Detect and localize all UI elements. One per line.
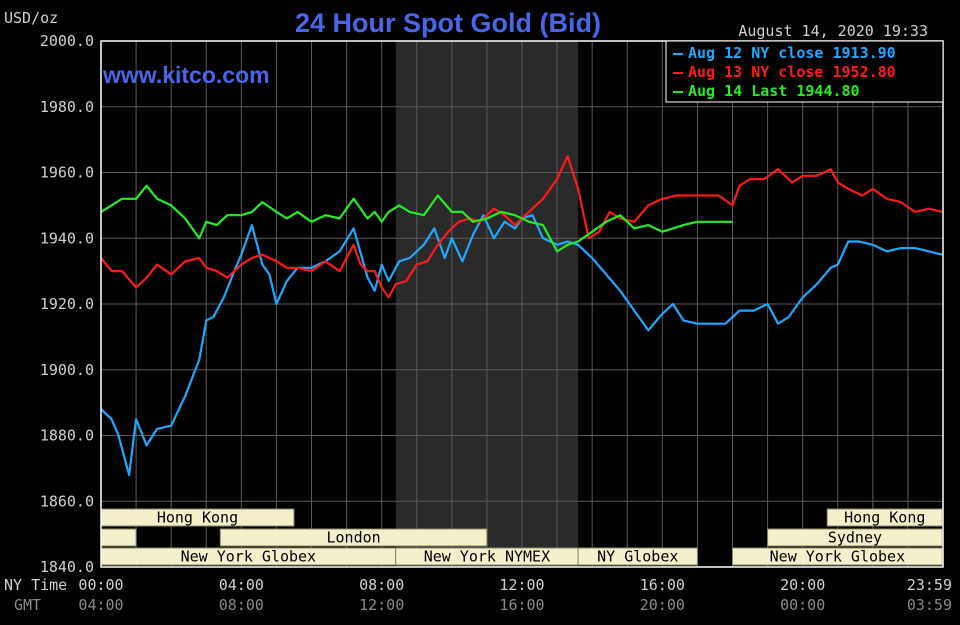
session-label: Hong Kong [844, 509, 925, 527]
legend-box [665, 40, 944, 103]
x-tick-label-ny: 00:00 [78, 576, 123, 594]
chart-title: 24 Hour Spot Gold (Bid) [295, 8, 601, 38]
timestamp: August 14, 2020 19:33 [738, 22, 928, 40]
session-label: London [327, 529, 381, 547]
x-tick-label-ny: 23:59 [907, 576, 952, 594]
plot-frame [100, 40, 944, 568]
session-label: NY Globex [597, 548, 678, 566]
y-tick-labels: 2000.0 1980.0 1960.0 1940.0 1920.0 1900.0 1880… [40, 32, 94, 576]
series-lines [100, 155, 943, 476]
x-tick-label-ny: 08:00 [359, 576, 404, 594]
website-label: www.kitco.com [102, 62, 270, 88]
session-bar [577, 547, 698, 566]
series-line [100, 214, 943, 476]
y-tick-label: 1960.0 [40, 164, 94, 182]
x-tick-label-gmt: 00:00 [780, 596, 825, 614]
legend-entry: Aug 14 Last 1944.80 [688, 82, 860, 100]
x-tick-label-gmt: 12:00 [359, 596, 404, 614]
session-label: New York Globex [770, 548, 905, 566]
series-line [100, 184, 733, 253]
session-bar [100, 528, 137, 547]
session-bar [219, 528, 488, 547]
x-axis-label-gmt: GMT [14, 596, 41, 614]
grid [100, 40, 944, 568]
x-tick-label-ny: 20:00 [780, 576, 825, 594]
x-tick-label-gmt: 16:00 [499, 596, 544, 614]
session-label: Sydney [828, 529, 882, 547]
x-tick-label-ny: 04:00 [219, 576, 264, 594]
series-line [100, 155, 943, 299]
x-tick-label-gmt: 04:00 [78, 596, 123, 614]
y-tick-label: 1920.0 [40, 295, 94, 313]
y-tick-label: 1900.0 [40, 361, 94, 379]
session-bars: Hong Kong London New York Globex New York N… [100, 508, 943, 566]
y-tick-label: 1880.0 [40, 427, 94, 445]
legend-entry: Aug 13 NY close 1952.80 [688, 63, 896, 81]
x-tick-label-ny: 16:00 [640, 576, 685, 594]
x-tick-label-gmt: 20:00 [640, 596, 685, 614]
x-tick-label-gmt: 08:00 [219, 596, 264, 614]
y-tick-label: 1980.0 [40, 98, 94, 116]
x-axis-label-ny: NY Time [4, 576, 67, 594]
y-tick-label: 1940.0 [40, 229, 94, 247]
legend-entry: Aug 12 NY close 1913.90 [688, 44, 896, 62]
session-label: New York Globex [181, 548, 316, 566]
y-tick-label: 2000.0 [40, 32, 94, 50]
session-label: New York NYMEX [424, 548, 550, 566]
x-tick-label-ny: 12:00 [499, 576, 544, 594]
x-tick-labels: 00:00 04:00 08:00 12:00 16:00 20:00 23:59 04:00… [78, 576, 952, 614]
x-tick-label-gmt: 03:59 [907, 596, 952, 614]
session-label: Hong Kong [157, 509, 238, 527]
y-unit-label: USD/oz [4, 9, 58, 27]
y-tick-label: 1860.0 [40, 492, 94, 510]
y-tick-label: 1840.0 [40, 558, 94, 576]
